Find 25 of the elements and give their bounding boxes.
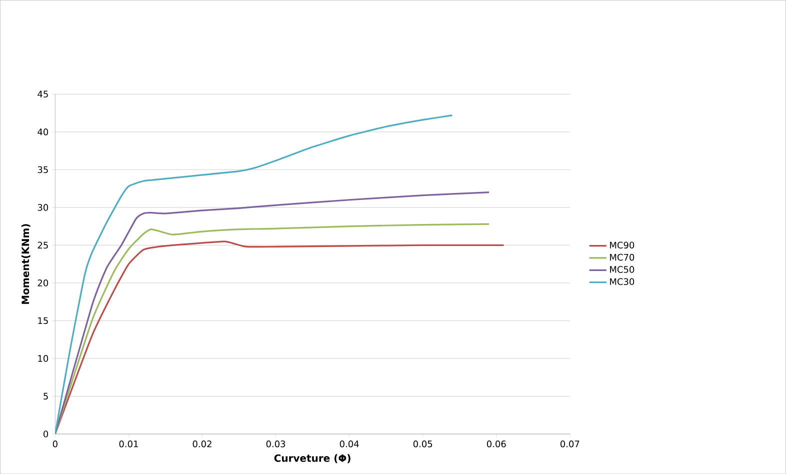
legend-label: MC90 bbox=[610, 242, 634, 248]
x-tick-label: 0 bbox=[52, 440, 58, 448]
y-axis-title: Moment(KNm) bbox=[21, 224, 30, 304]
y-tick-label: 40 bbox=[38, 128, 48, 136]
x-tick-label: 0.07 bbox=[560, 440, 580, 448]
y-tick-label: 15 bbox=[38, 317, 48, 324]
x-tick-label: 0.06 bbox=[486, 440, 506, 448]
x-tick-label: 0.05 bbox=[413, 440, 432, 448]
x-tick-label: 0.02 bbox=[192, 440, 212, 448]
y-tick-label: 0 bbox=[44, 430, 48, 438]
y-tick-label: 20 bbox=[38, 279, 48, 286]
y-tick-label: 45 bbox=[38, 90, 48, 98]
line-series bbox=[55, 114, 454, 434]
legend-label: MC30 bbox=[610, 278, 634, 285]
x-tick-label: 0.01 bbox=[119, 440, 138, 448]
y-tick-label: 25 bbox=[38, 242, 48, 249]
y-tick-label: 35 bbox=[38, 166, 48, 173]
x-tick-label: 0.03 bbox=[266, 440, 286, 448]
y-tick-label: 10 bbox=[38, 354, 48, 362]
x-axis-title: Curveture (Φ) bbox=[274, 454, 350, 463]
y-tick-label: 5 bbox=[44, 392, 48, 400]
y-tick-label: 30 bbox=[38, 204, 48, 211]
legend-label: MC70 bbox=[610, 254, 634, 261]
legend-label: MC50 bbox=[610, 266, 634, 273]
x-tick-label: 0.04 bbox=[340, 440, 359, 448]
